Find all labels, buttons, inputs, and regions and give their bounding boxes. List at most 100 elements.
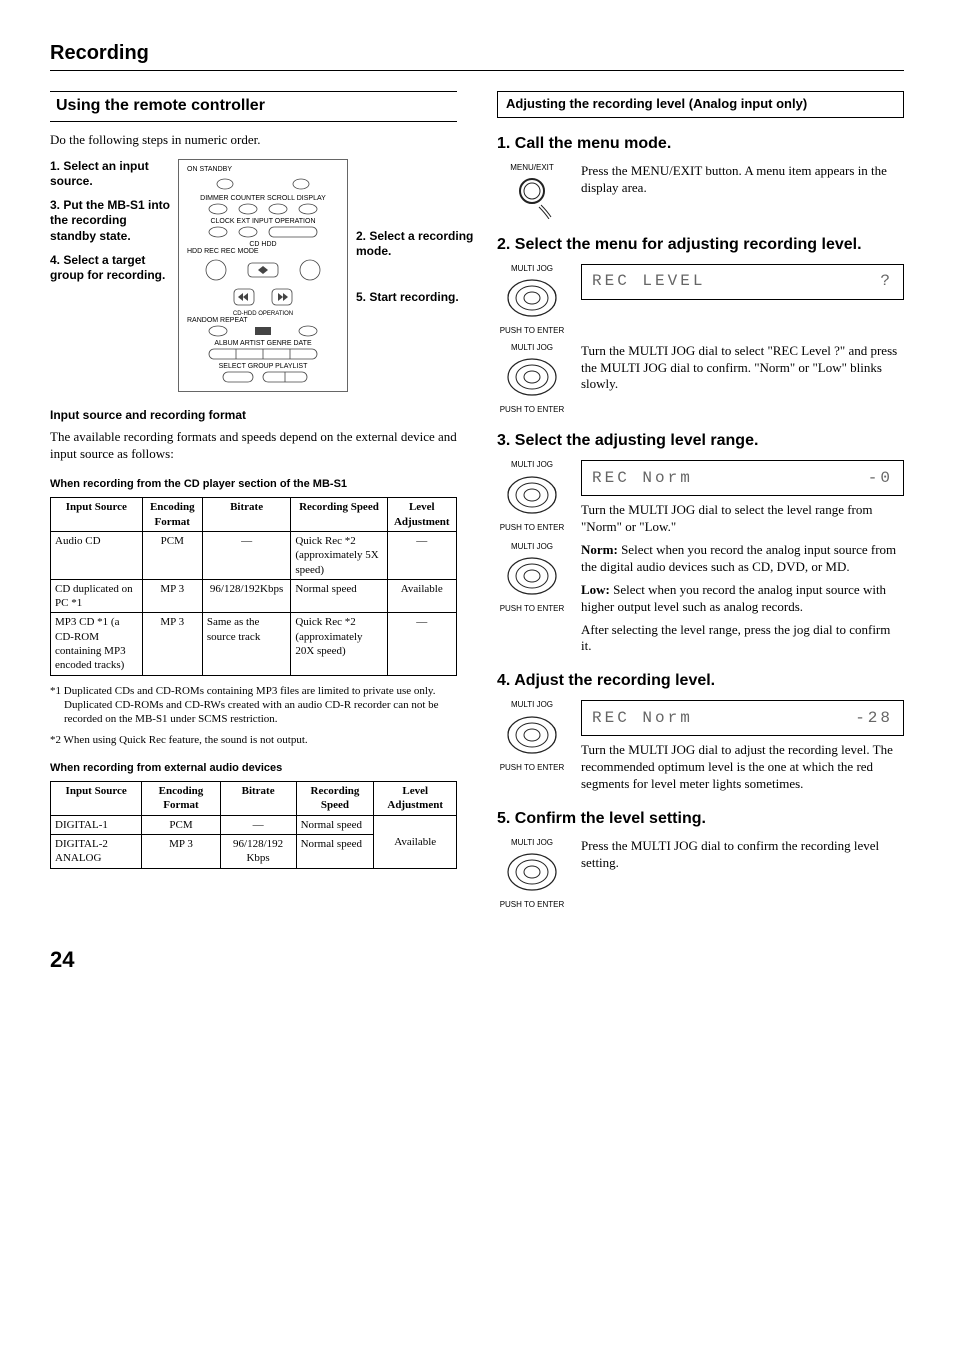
table-row: MP3 CD *1 (a CD-ROM containing MP3 encod… <box>51 613 457 675</box>
button-row-icon <box>203 203 323 215</box>
lcd-text-right: ? <box>880 271 893 292</box>
td: Normal speed <box>296 815 374 834</box>
table-row: Audio CD PCM — Quick Rec *2 (approximate… <box>51 531 457 579</box>
step3-low: Low: Select when you record the analog i… <box>581 582 904 616</box>
jog-bottom-label: PUSH TO ENTER <box>497 405 567 415</box>
td: — <box>387 531 456 579</box>
section-heading: Using the remote controller <box>50 91 457 122</box>
th: Encoding Format <box>142 782 220 816</box>
jog-bottom-label: PUSH TO ENTER <box>497 763 567 773</box>
jog-dial-icon <box>504 713 560 761</box>
remote-oval-icons <box>213 177 313 191</box>
remote-row: HDD REC REC MODE <box>183 248 343 255</box>
intro-text: Do the following steps in numeric order. <box>50 132 457 149</box>
td: Quick Rec *2 (approximately 20X speed) <box>291 613 387 675</box>
remote-row <box>183 203 343 217</box>
td: CD duplicated on PC *1 <box>51 579 143 613</box>
transport-row-icon <box>198 287 328 307</box>
td: Quick Rec *2 (approximately 5X speed) <box>291 531 387 579</box>
subhead-input-source: Input source and recording format <box>50 408 457 424</box>
step1-text: Press the MENU/EXIT button. A menu item … <box>581 163 904 197</box>
jog-dial-icon <box>504 276 560 324</box>
remote-row <box>183 226 343 240</box>
button-row-icon <box>203 226 323 238</box>
td: MP 3 <box>142 579 202 613</box>
step2-text: Turn the MULTI JOG dial to select "REC L… <box>581 343 904 394</box>
step2-row: MULTI JOG PUSH TO ENTER REC LEVEL ? <box>497 264 904 337</box>
page-title: Recording <box>50 42 149 64</box>
th: Level Adjustment <box>387 498 456 532</box>
th: Recording Speed <box>296 782 374 816</box>
jog-top-label: MULTI JOG <box>497 542 567 552</box>
norm-text: Select when you record the analog input … <box>581 542 896 574</box>
lcd-display-rec-norm-0: REC Norm -0 <box>581 460 904 496</box>
td: 96/128/192 Kbps <box>220 835 296 869</box>
td: DIGITAL-2 ANALOG <box>51 835 142 869</box>
low-label: Low: <box>581 582 610 597</box>
jog-top-label: MULTI JOG <box>497 343 567 353</box>
remote-row <box>183 177 343 193</box>
table-recording-cd: Input Source Encoding Format Bitrate Rec… <box>50 497 457 675</box>
right-column: Adjusting the recording level (Analog in… <box>497 91 904 916</box>
lcd-display-rec-norm-28: REC Norm -28 <box>581 700 904 736</box>
jog-dial-graphic: MULTI JOG PUSH TO ENTER <box>497 700 567 773</box>
remote-row <box>183 348 343 362</box>
remote-row: RANDOM REPEAT <box>183 317 343 324</box>
lcd-text-left: REC LEVEL <box>592 271 705 292</box>
jog-dial-graphic: MULTI JOG PUSH TO ENTER <box>497 460 567 533</box>
th: Encoding Format <box>142 498 202 532</box>
th: Bitrate <box>220 782 296 816</box>
page-number: 24 <box>50 946 904 975</box>
step3-text1: Turn the MULTI JOG dial to select the le… <box>581 502 904 536</box>
td: Available <box>387 579 456 613</box>
jog-bottom-label: PUSH TO ENTER <box>497 900 567 910</box>
jog-bottom-label: PUSH TO ENTER <box>497 604 567 614</box>
callout-1: 1. Select an input source. <box>50 159 170 190</box>
jog-dial-icon <box>504 355 560 403</box>
left-column: Using the remote controller Do the follo… <box>50 91 457 916</box>
jog-dial-icon <box>504 473 560 521</box>
norm-label: Norm: <box>581 542 618 557</box>
td: — <box>387 613 456 675</box>
step3-row-b: MULTI JOG PUSH TO ENTER Norm: Select whe… <box>497 542 904 655</box>
jog-top-label: MULTI JOG <box>497 264 567 274</box>
step3-heading: 3. Select the adjusting level range. <box>497 431 904 452</box>
remote-row <box>183 325 343 339</box>
low-text: Select when you record the analog input … <box>581 582 886 614</box>
step4-row: MULTI JOG PUSH TO ENTER REC Norm -28 Tur… <box>497 700 904 793</box>
td: Normal speed <box>291 579 387 613</box>
button-press-icon <box>509 173 555 219</box>
td: Audio CD <box>51 531 143 579</box>
jog-dial-icon <box>504 850 560 898</box>
step3-text-block: Norm: Select when you record the analog … <box>581 542 904 655</box>
table-recording-external: Input Source Encoding Format Bitrate Rec… <box>50 781 457 868</box>
lcd-display-rec-level: REC LEVEL ? <box>581 264 904 300</box>
table-row: CD duplicated on PC *1 MP 3 96/128/192Kb… <box>51 579 457 613</box>
lcd-text-right: -0 <box>868 468 893 489</box>
step5-text: Press the MULTI JOG dial to confirm the … <box>581 838 904 872</box>
td: MP3 CD *1 (a CD-ROM containing MP3 encod… <box>51 613 143 675</box>
lcd-wrap: REC Norm -0 Turn the MULTI JOG dial to s… <box>581 460 904 536</box>
remote-row: ALBUM ARTIST GENRE DATE <box>183 340 343 347</box>
td: MP 3 <box>142 835 220 869</box>
th: Input Source <box>51 498 143 532</box>
callout-4: 4. Select a target group for recording. <box>50 253 170 284</box>
jog-dial-graphic: MULTI JOG PUSH TO ENTER <box>497 542 567 615</box>
th: Recording Speed <box>291 498 387 532</box>
step1-row: MENU/EXIT Press the MENU/EXIT button. A … <box>497 163 904 219</box>
remote-callouts-right: 2. Select a recording mode. 5. Start rec… <box>356 159 476 336</box>
remote-callouts-left: 1. Select an input source. 3. Put the MB… <box>50 159 170 292</box>
callout-3: 3. Put the MB-S1 into the recording stan… <box>50 198 170 245</box>
th: Input Source <box>51 782 142 816</box>
th: Level Adjustment <box>374 782 457 816</box>
jog-dial-icon <box>504 554 560 602</box>
td: PCM <box>142 815 220 834</box>
footnote-1: *1 Duplicated CDs and CD-ROMs containing… <box>64 684 457 727</box>
pill-row-icon <box>203 348 323 360</box>
step3-row: MULTI JOG PUSH TO ENTER REC Norm -0 Turn… <box>497 460 904 536</box>
step2-row-b: MULTI JOG PUSH TO ENTER Turn the MULTI J… <box>497 343 904 416</box>
td: — <box>220 815 296 834</box>
remote-row: SELECT GROUP PLAYLIST <box>183 363 343 370</box>
td: MP 3 <box>142 613 202 675</box>
pill-row-icon <box>203 371 323 383</box>
